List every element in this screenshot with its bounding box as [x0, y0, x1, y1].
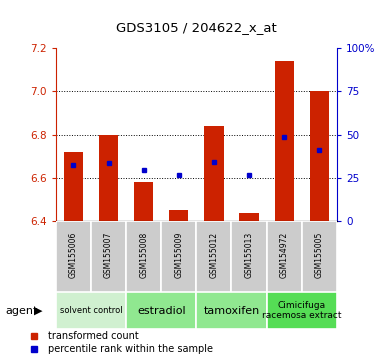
Text: GSM154972: GSM154972 — [280, 232, 289, 278]
Bar — [266, 292, 337, 329]
Text: GSM155007: GSM155007 — [104, 232, 113, 279]
Bar — [91, 221, 126, 292]
Bar — [231, 221, 266, 292]
Bar — [126, 221, 161, 292]
Bar — [239, 212, 259, 221]
Text: Cimicifuga
racemosa extract: Cimicifuga racemosa extract — [262, 301, 341, 320]
Text: percentile rank within the sample: percentile rank within the sample — [49, 343, 213, 354]
Text: GSM155013: GSM155013 — [244, 232, 254, 278]
Text: tamoxifen: tamoxifen — [203, 306, 259, 316]
Text: GSM155008: GSM155008 — [139, 232, 148, 278]
Text: GSM155012: GSM155012 — [209, 232, 218, 278]
Text: GDS3105 / 204622_x_at: GDS3105 / 204622_x_at — [116, 21, 277, 34]
Bar — [99, 135, 118, 221]
Bar — [161, 221, 196, 292]
Bar — [126, 292, 196, 329]
Text: GSM155009: GSM155009 — [174, 232, 183, 279]
Bar — [266, 221, 302, 292]
Text: GSM155005: GSM155005 — [315, 232, 324, 279]
Text: agent: agent — [6, 306, 38, 316]
Text: solvent control: solvent control — [60, 306, 122, 315]
Text: transformed count: transformed count — [49, 331, 139, 341]
Bar — [56, 292, 126, 329]
Bar — [196, 292, 266, 329]
Bar — [56, 221, 91, 292]
Bar — [134, 182, 153, 221]
Text: GSM155006: GSM155006 — [69, 232, 78, 279]
Bar — [169, 210, 188, 221]
Bar — [302, 221, 337, 292]
Bar — [196, 221, 231, 292]
Bar — [64, 152, 83, 221]
Bar — [310, 91, 329, 221]
Text: ▶: ▶ — [34, 306, 43, 316]
Bar — [275, 61, 294, 221]
Bar — [204, 126, 224, 221]
Text: estradiol: estradiol — [137, 306, 186, 316]
